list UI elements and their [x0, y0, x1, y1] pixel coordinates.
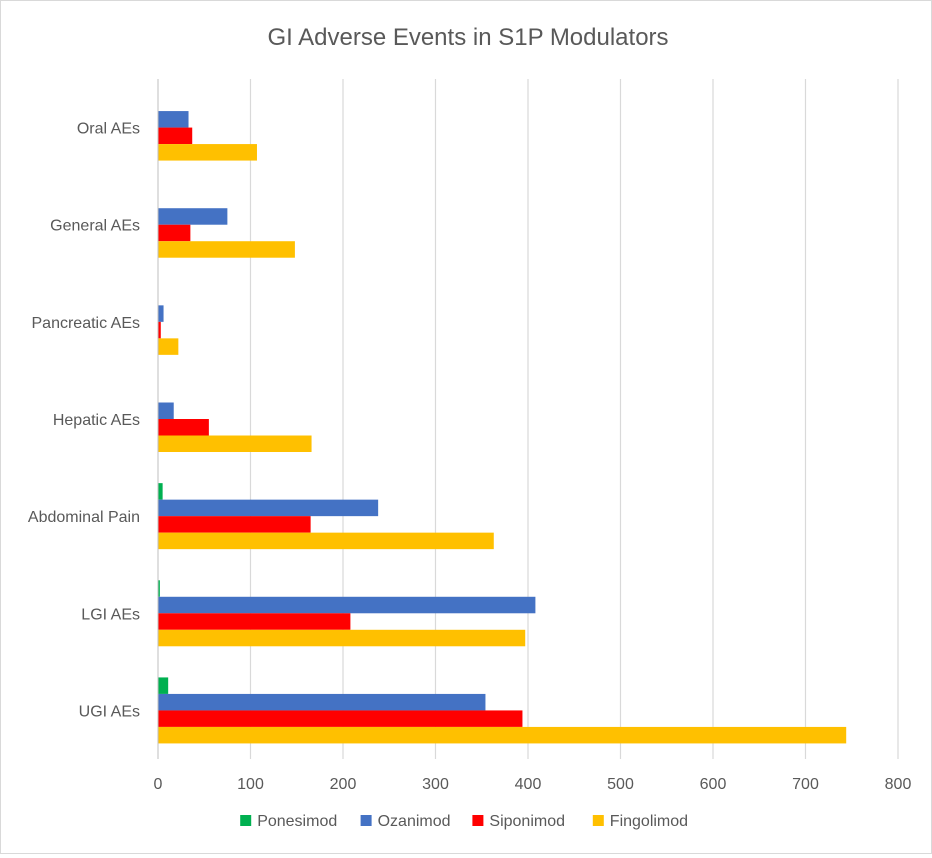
bar-ozanimod [158, 111, 189, 128]
bar-fingolimod [158, 726, 847, 744]
x-tick-label: 300 [422, 776, 449, 793]
x-tick-label: 500 [607, 776, 634, 793]
category-label: Hepatic AEs [53, 412, 140, 429]
category-label: Oral AEs [77, 121, 140, 138]
legend: Ponesimod Ozanimod Siponimod Fingolimod [240, 813, 688, 830]
legend-swatch [592, 815, 604, 826]
bars [158, 111, 847, 744]
bar-siponimod [158, 516, 311, 533]
x-tick-label: 800 [885, 776, 912, 793]
x-tick-label: 200 [330, 776, 357, 793]
bar-ponesimod [158, 580, 160, 597]
category-label: Pancreatic AEs [32, 315, 141, 332]
bar-fingolimod [158, 338, 179, 355]
legend-item-ozanimod: Ozanimod [360, 813, 451, 830]
bar-ozanimod [158, 402, 174, 419]
bar-siponimod [158, 127, 193, 145]
axes: 0 100 200 300 400 500 600 700 800 UGI AEs LGI AEs A… [28, 79, 912, 793]
legend-item-ponesimod: Ponesimod [240, 813, 337, 830]
legend-swatch [240, 815, 252, 826]
bar-siponimod [158, 419, 209, 436]
bar-siponimod [158, 613, 351, 630]
legend-item-fingolimod: Fingolimod [592, 813, 688, 830]
legend-label: Fingolimod [610, 813, 688, 830]
x-tick-label: 100 [237, 776, 264, 793]
bar-fingolimod [158, 435, 312, 452]
legend-label: Ponesimod [257, 813, 337, 830]
bar-siponimod [158, 710, 523, 727]
x-tick-label: 600 [700, 776, 727, 793]
category-label: Abdominal Pain [28, 509, 140, 526]
bar-ponesimod [158, 483, 163, 500]
category-label: LGI AEs [81, 606, 140, 623]
gridlines [249, 79, 899, 759]
bar-ozanimod [158, 499, 379, 517]
x-tick-label: 700 [792, 776, 819, 793]
bar-ozanimod [158, 693, 486, 711]
chart-title: GI Adverse Events in S1P Modulators [267, 24, 668, 51]
bar-ozanimod [158, 305, 164, 322]
bar-siponimod [158, 224, 191, 242]
legend-item-siponimod: Siponimod [472, 813, 565, 830]
legend-swatch [360, 815, 372, 826]
bar-fingolimod [158, 144, 257, 161]
category-label: General AEs [50, 218, 140, 235]
x-tick-label: 400 [515, 776, 542, 793]
bar-ozanimod [158, 208, 228, 225]
bar-siponimod [158, 321, 161, 339]
bar-fingolimod [158, 532, 494, 550]
legend-label: Ozanimod [378, 813, 451, 830]
bar-fingolimod [158, 629, 526, 647]
legend-swatch [472, 815, 484, 826]
bar-fingolimod [158, 241, 295, 258]
bar-ponesimod [158, 677, 169, 694]
legend-label: Siponimod [489, 813, 565, 830]
category-label: UGI AEs [79, 703, 140, 720]
bar-ozanimod [158, 596, 536, 614]
x-tick-label: 0 [154, 776, 163, 793]
